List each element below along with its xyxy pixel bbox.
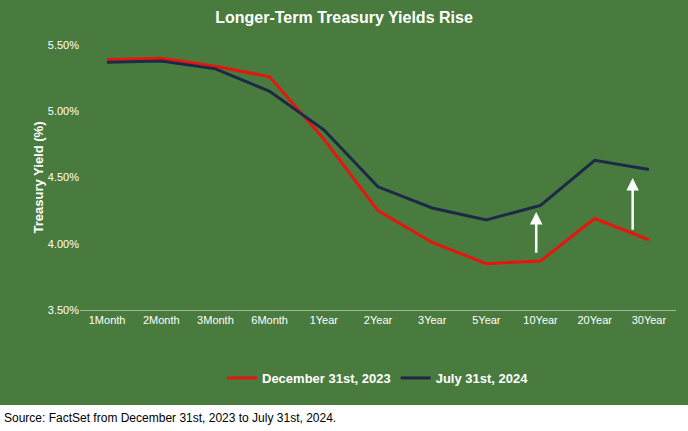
svg-text:Treasury Yield (%): Treasury Yield (%) — [31, 122, 46, 234]
svg-text:3.50%: 3.50% — [48, 304, 79, 316]
svg-text:2Year: 2Year — [364, 314, 393, 326]
svg-text:July 31st, 2024: July 31st, 2024 — [436, 371, 529, 386]
svg-text:4.50%: 4.50% — [48, 171, 79, 183]
svg-text:6Month: 6Month — [251, 314, 288, 326]
svg-text:3Month: 3Month — [197, 314, 234, 326]
svg-text:Longer-Term Treasury Yields Ri: Longer-Term Treasury Yields Rise — [215, 9, 473, 26]
svg-text:2Month: 2Month — [143, 314, 180, 326]
svg-text:30Year: 30Year — [632, 314, 667, 326]
svg-text:4.00%: 4.00% — [48, 238, 79, 250]
svg-text:December 31st, 2023: December 31st, 2023 — [262, 371, 391, 386]
html-text:Source: FactSet from December: Source: FactSet from December 31st, 2023… — [4, 411, 337, 425]
svg-text:3Year: 3Year — [418, 314, 447, 326]
svg-text:5.50%: 5.50% — [48, 39, 79, 51]
svg-text:1Month: 1Month — [89, 314, 126, 326]
svg-text:10Year: 10Year — [523, 314, 558, 326]
svg-text:20Year: 20Year — [577, 314, 612, 326]
svg-text:5Year: 5Year — [472, 314, 501, 326]
svg-text:5.00%: 5.00% — [48, 105, 79, 117]
svg-text:1Year: 1Year — [310, 314, 339, 326]
